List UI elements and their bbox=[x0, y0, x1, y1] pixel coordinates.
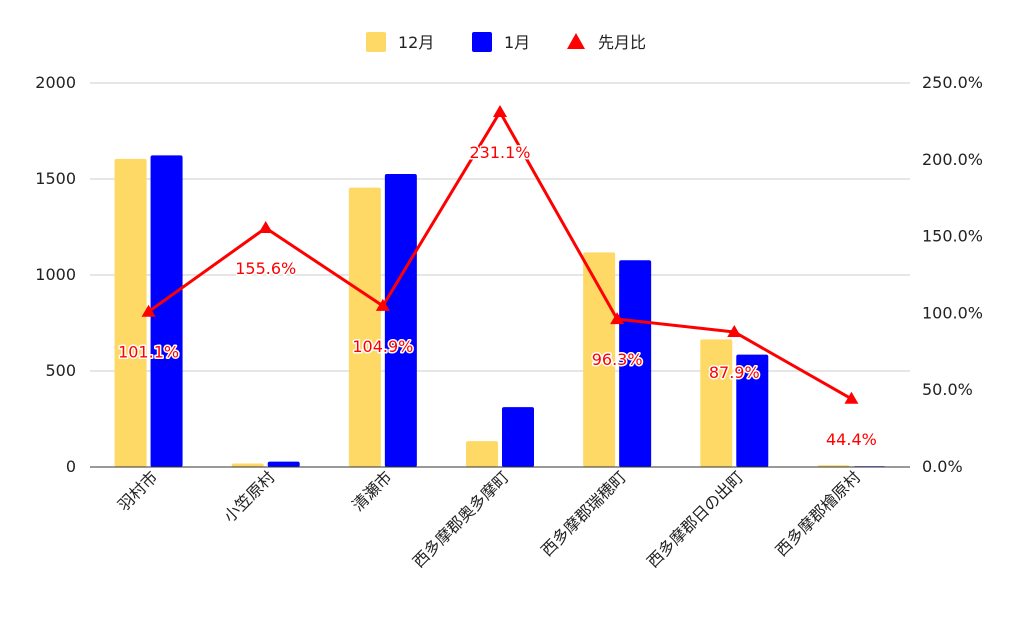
y-right-tick-label: 200.0% bbox=[922, 150, 983, 169]
ratio-point-marker bbox=[610, 312, 625, 325]
y-left-tick-label: 2000 bbox=[35, 73, 76, 92]
ratio-data-label: 231.1% bbox=[469, 143, 530, 162]
gridlines bbox=[90, 82, 910, 372]
y-right-tick-label: 250.0% bbox=[922, 73, 983, 92]
ratio-point-marker bbox=[258, 220, 273, 233]
x-tick-label: 小笠原村 bbox=[220, 467, 279, 526]
y-left-tick-label: 0 bbox=[66, 457, 76, 476]
x-tick-label: 西多摩郡瑞穂町 bbox=[537, 467, 630, 560]
data-labels: 101.1% 155.6% 104.9% 231.1% 96.3% 87.9% 44.4% bbox=[117, 142, 879, 451]
y-right-tick-label: 0.0% bbox=[922, 457, 963, 476]
ratio-point-marker bbox=[375, 298, 390, 311]
y-left-tick-label: 500 bbox=[45, 361, 76, 380]
bar bbox=[700, 339, 733, 467]
legend-label: 12月 bbox=[398, 33, 434, 52]
legend-label: 1月 bbox=[504, 33, 530, 52]
ratio-data-label: 155.6% bbox=[235, 259, 296, 278]
x-tick-label: 西多摩郡日の出町 bbox=[643, 467, 747, 571]
ratio-data-label: 87.9% bbox=[709, 363, 760, 382]
ratio-data-label: 101.1% bbox=[118, 343, 179, 362]
ratio-point-marker bbox=[141, 304, 156, 317]
bar bbox=[466, 441, 498, 467]
legend: 12月 1月 先月比 bbox=[366, 32, 646, 52]
ratio-data-label: 96.3% bbox=[592, 350, 643, 369]
y-right-tick-label: 100.0% bbox=[922, 303, 983, 322]
ratio-line bbox=[141, 105, 859, 404]
y-left-tick-label: 1500 bbox=[35, 169, 76, 188]
bar bbox=[267, 461, 300, 467]
bar bbox=[348, 187, 381, 467]
x-tick-label: 羽村市 bbox=[114, 467, 161, 514]
x-tick-label: 西多摩郡檜原村 bbox=[772, 467, 865, 560]
bar bbox=[150, 155, 183, 467]
y-right-tick-label: 50.0% bbox=[922, 380, 973, 399]
x-tick-label: 清瀬市 bbox=[348, 467, 395, 514]
bar bbox=[619, 260, 652, 467]
ratio-data-label: 104.9% bbox=[352, 337, 413, 356]
ratio-point-marker bbox=[493, 105, 507, 118]
bar bbox=[114, 158, 147, 467]
y-left-tick-label: 1000 bbox=[35, 265, 76, 284]
bar bbox=[736, 354, 769, 467]
ratio-point-marker bbox=[844, 391, 859, 404]
bar bbox=[384, 174, 417, 467]
ratio-data-label: 44.4% bbox=[826, 430, 877, 449]
legend-triangle-icon bbox=[567, 33, 585, 49]
bar bbox=[502, 407, 534, 467]
bars bbox=[114, 155, 886, 467]
legend-swatch bbox=[472, 32, 492, 52]
y-right-tick-label: 150.0% bbox=[922, 227, 983, 246]
x-tick-label: 西多摩郡奥多摩町 bbox=[409, 467, 513, 571]
legend-label: 先月比 bbox=[598, 33, 646, 52]
ratio-point-marker bbox=[727, 324, 742, 337]
bar bbox=[583, 252, 616, 467]
legend-swatch bbox=[366, 32, 386, 52]
bar bbox=[231, 463, 264, 467]
